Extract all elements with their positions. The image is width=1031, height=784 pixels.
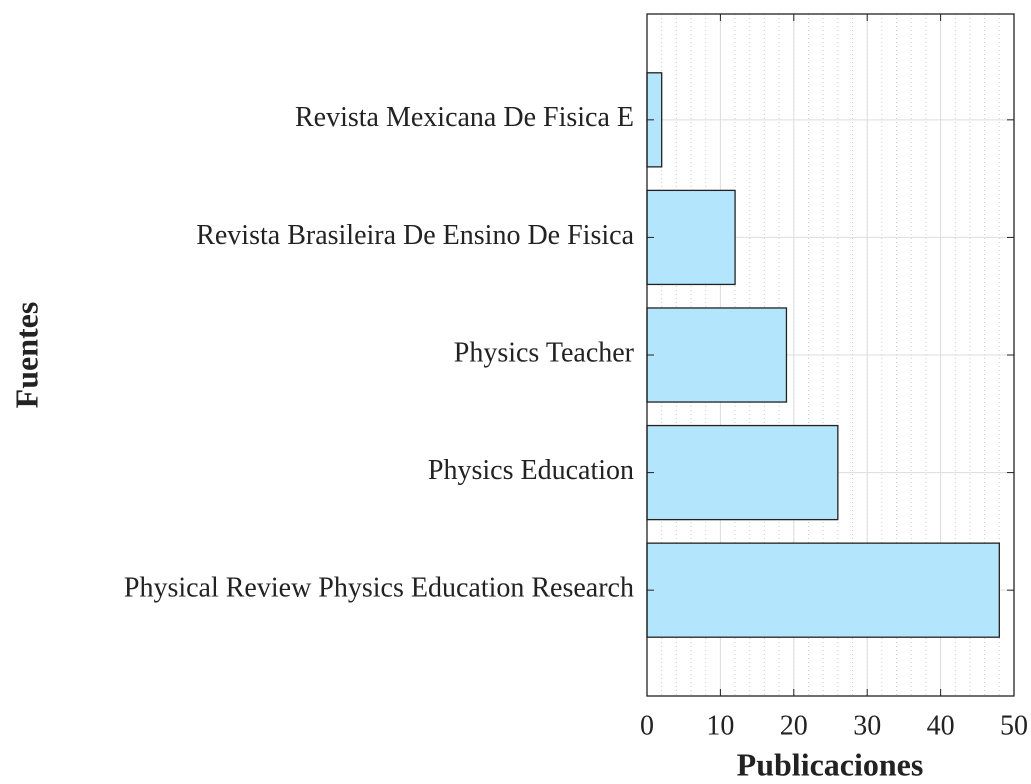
y-tick-label: Revista Mexicana De Fisica E	[295, 102, 634, 133]
x-tick-label: 0	[640, 710, 654, 741]
bar	[646, 542, 1000, 638]
x-tick-label: 40	[927, 710, 955, 741]
y-tick-label: Physics Teacher	[454, 337, 635, 368]
plot-frame	[646, 13, 1015, 697]
x-tick-label: 20	[780, 710, 808, 741]
x-tick-label: 30	[853, 710, 881, 741]
y-tick-label: Physics Education	[428, 455, 634, 486]
y-axis-label: Fuentes	[8, 302, 44, 409]
bar	[646, 189, 736, 286]
x-tick-label: 50	[1000, 710, 1028, 741]
y-tick-label: Revista Brasileira De Ensino De Fisica	[196, 220, 634, 251]
bar	[646, 424, 839, 521]
x-tick-label: 10	[706, 710, 734, 741]
y-tick-label: Physical Review Physics Education Resear…	[124, 573, 634, 604]
bar	[646, 307, 788, 403]
x-axis-label: Publicaciones	[737, 746, 924, 782]
